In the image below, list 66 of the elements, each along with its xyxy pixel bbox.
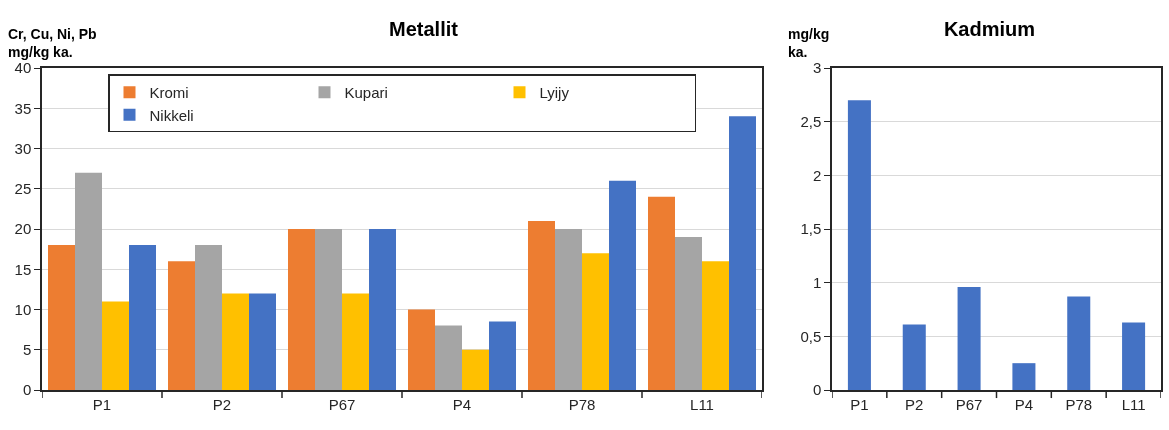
bar (1012, 363, 1036, 390)
bar (129, 245, 156, 390)
bar (48, 245, 75, 390)
bar (1067, 296, 1091, 390)
bar (369, 229, 396, 390)
bar (729, 116, 756, 390)
x-tick-label: P4 (1014, 395, 1034, 413)
bar (957, 286, 981, 390)
bar (315, 229, 342, 390)
bar (1122, 322, 1146, 390)
bar (847, 100, 871, 390)
bar (222, 293, 249, 390)
bar (462, 349, 489, 390)
x-tick-label: L11 (690, 395, 714, 413)
x-tick-label: L11 (1121, 395, 1146, 413)
bar (195, 245, 222, 390)
y-axis-title: Cr, Cu, Ni, Pb mg/kg ka. (8, 26, 97, 61)
y-tick-label: 20 (14, 220, 32, 238)
bar (648, 196, 675, 390)
y-tick-label: 15 (14, 260, 32, 278)
y-tick-label: 0 (812, 381, 822, 399)
x-tick-label: P67 (328, 395, 356, 413)
y-tick-label: 35 (14, 99, 32, 117)
bar (75, 172, 102, 390)
y-tick-label: 0,5 (800, 327, 822, 345)
chart-title: Kadmium (943, 17, 1036, 40)
y-tick-label: 10 (14, 300, 32, 318)
bar (102, 301, 129, 390)
bar (435, 325, 462, 390)
x-tick-label: P1 (92, 395, 112, 413)
bar (902, 324, 926, 390)
x-tick-label: P4 (452, 395, 472, 413)
x-tick-label: P2 (905, 395, 924, 413)
legend-label: Nikkeli (149, 106, 194, 124)
bar (555, 229, 582, 390)
bar (702, 261, 729, 390)
y-tick-label: 1,5 (800, 220, 822, 238)
x-tick-label: P2 (212, 395, 232, 413)
x-tick-label: P78 (1065, 395, 1093, 413)
y-tick-label: 40 (14, 59, 32, 77)
y-tick-label: 2 (812, 166, 822, 184)
y-axis-title: mg/kg ka. (788, 26, 830, 61)
bar (168, 261, 195, 390)
y-tick-label: 2,5 (800, 112, 822, 130)
y-tick-label: 25 (14, 180, 32, 197)
y-tick-label: 30 (14, 139, 32, 157)
bar (528, 220, 555, 390)
bar (582, 253, 609, 390)
y-tick-label: 1 (812, 273, 822, 291)
x-tick-label: P67 (955, 395, 983, 413)
y-tick-label: 5 (22, 341, 32, 358)
bar (249, 293, 276, 390)
legend-label: Kupari (344, 84, 388, 102)
bar (675, 237, 702, 390)
legend-label: Kromi (149, 84, 189, 102)
bar (288, 229, 315, 390)
bar (609, 180, 636, 390)
y-tick-label: 3 (812, 59, 822, 77)
legend-label: Lyijy (539, 84, 570, 102)
y-tick-label: 0 (22, 381, 32, 399)
x-tick-label: P78 (568, 395, 596, 413)
bar (489, 321, 516, 390)
bar (342, 293, 369, 390)
chart-title: Metallit (389, 17, 459, 40)
x-tick-label: P1 (850, 395, 869, 413)
bar (408, 309, 435, 390)
